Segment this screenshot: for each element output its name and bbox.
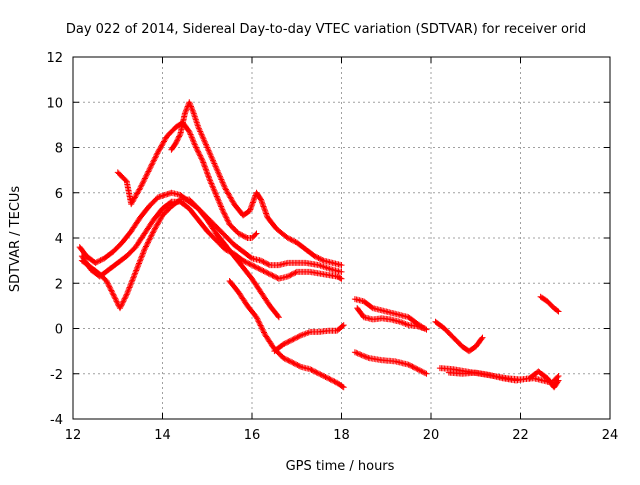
series-track-b: [78, 198, 345, 282]
data-series: [76, 99, 562, 391]
marker-trace: [432, 318, 486, 355]
marker-trace: [168, 99, 345, 269]
chart-title: Day 022 of 2014, Sidereal Day-to-day VTE…: [66, 22, 586, 37]
y-tick-label: 6: [55, 187, 63, 202]
x-tick-label: 24: [602, 428, 619, 443]
series-track-e: [168, 99, 345, 269]
marker-trace: [78, 196, 282, 321]
series-track-j: [351, 349, 430, 377]
y-tick-label: 8: [55, 142, 63, 157]
x-tick-label: 12: [65, 428, 82, 443]
grid-lines: [73, 57, 610, 419]
y-tick-label: -4: [50, 413, 63, 428]
x-tick-label: 14: [154, 428, 171, 443]
y-tick-label: 2: [55, 277, 63, 292]
series-track-g: [271, 322, 347, 355]
marker-trace: [226, 278, 347, 391]
series-track-m: [445, 368, 562, 391]
marker-trace: [354, 305, 428, 332]
series-track-n: [537, 293, 562, 315]
marker-trace: [351, 349, 430, 377]
marker-trace: [445, 368, 562, 391]
y-tick-label: 4: [55, 232, 63, 247]
series-track-f: [226, 278, 347, 391]
x-tick-label: 20: [423, 428, 440, 443]
plot-frame: [72, 56, 611, 420]
y-tick-label: 10: [46, 96, 63, 111]
marker-trace: [78, 198, 345, 282]
marker-trace: [537, 293, 562, 315]
marker-trace: [271, 322, 347, 355]
x-tick-label: 18: [333, 428, 350, 443]
x-tick-label: 22: [512, 428, 529, 443]
x-tick-label: 16: [244, 428, 261, 443]
marker-trace: [114, 119, 260, 241]
series-track-d: [114, 119, 260, 241]
series-track-i: [354, 305, 428, 332]
y-axis-label: SDTVAR / TECUs: [8, 186, 23, 293]
x-axis-label: GPS time / hours: [286, 459, 395, 474]
y-tick-label: 0: [55, 323, 63, 338]
y-tick-label: 12: [46, 51, 63, 66]
series-track-c: [78, 196, 282, 321]
series-track-k: [432, 318, 486, 355]
y-tick-label: -2: [50, 368, 63, 383]
